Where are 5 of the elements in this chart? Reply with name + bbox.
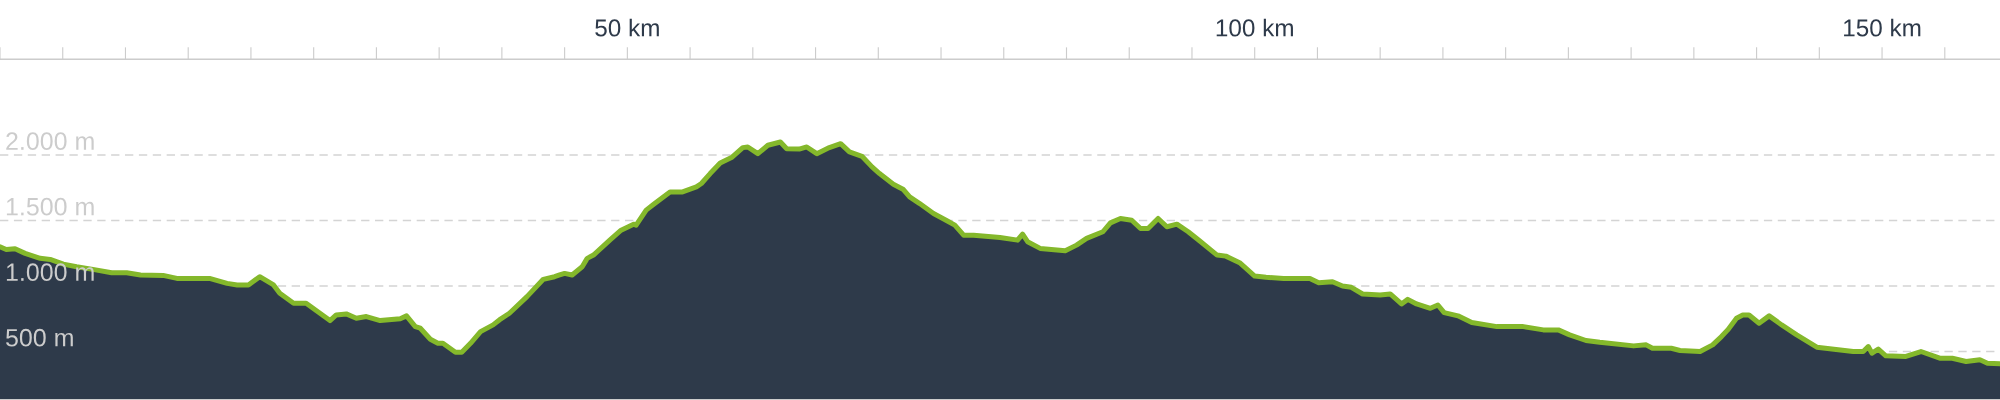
x-tick-label: 100 km xyxy=(1216,18,1293,37)
y-tick-label: 1.000 m xyxy=(6,263,94,282)
x-tick-label: 150 km xyxy=(1844,18,1921,37)
x-tick-label: 50 km xyxy=(595,18,659,37)
y-tick-label: 500 m xyxy=(6,328,73,347)
